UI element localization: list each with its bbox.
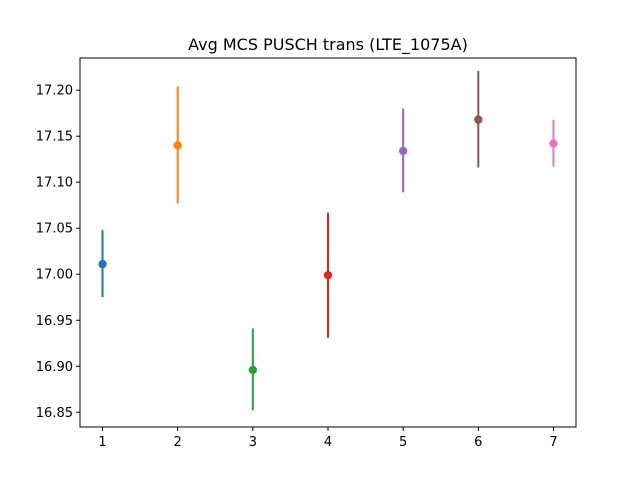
y-tick-label: 17.10 <box>36 176 73 191</box>
data-point <box>398 146 408 156</box>
x-tick-label: 3 <box>249 435 257 450</box>
x-tick-label: 6 <box>474 435 482 450</box>
x-tick-label: 2 <box>174 435 182 450</box>
y-tick-label: 17.00 <box>36 268 73 283</box>
y-tick-label: 16.90 <box>36 360 73 375</box>
data-point <box>323 270 333 280</box>
x-tick-label: 5 <box>399 435 407 450</box>
data-point <box>474 115 483 124</box>
y-tick-label: 16.95 <box>36 314 73 329</box>
data-point <box>248 365 258 375</box>
data-point <box>98 259 107 269</box>
x-tick-label: 4 <box>324 435 332 450</box>
x-tick-label: 7 <box>549 435 557 450</box>
y-axis: 16.85 16.90 16.95 17.00 17.05 17.10 17.15 17.20 <box>36 84 80 421</box>
data-point <box>173 141 182 150</box>
y-tick-label: 16.85 <box>36 406 73 421</box>
y-tick-label: 17.15 <box>36 130 73 145</box>
x-tick-label: 1 <box>98 435 106 450</box>
data-point <box>549 139 558 148</box>
y-tick-label: 17.20 <box>36 84 73 99</box>
y-tick-label: 17.05 <box>36 222 73 237</box>
data-series <box>98 70 558 411</box>
chart-title: Avg MCS PUSCH trans (LTE_1075A) <box>188 35 468 55</box>
x-axis: 1 2 3 4 5 6 7 <box>98 427 558 450</box>
